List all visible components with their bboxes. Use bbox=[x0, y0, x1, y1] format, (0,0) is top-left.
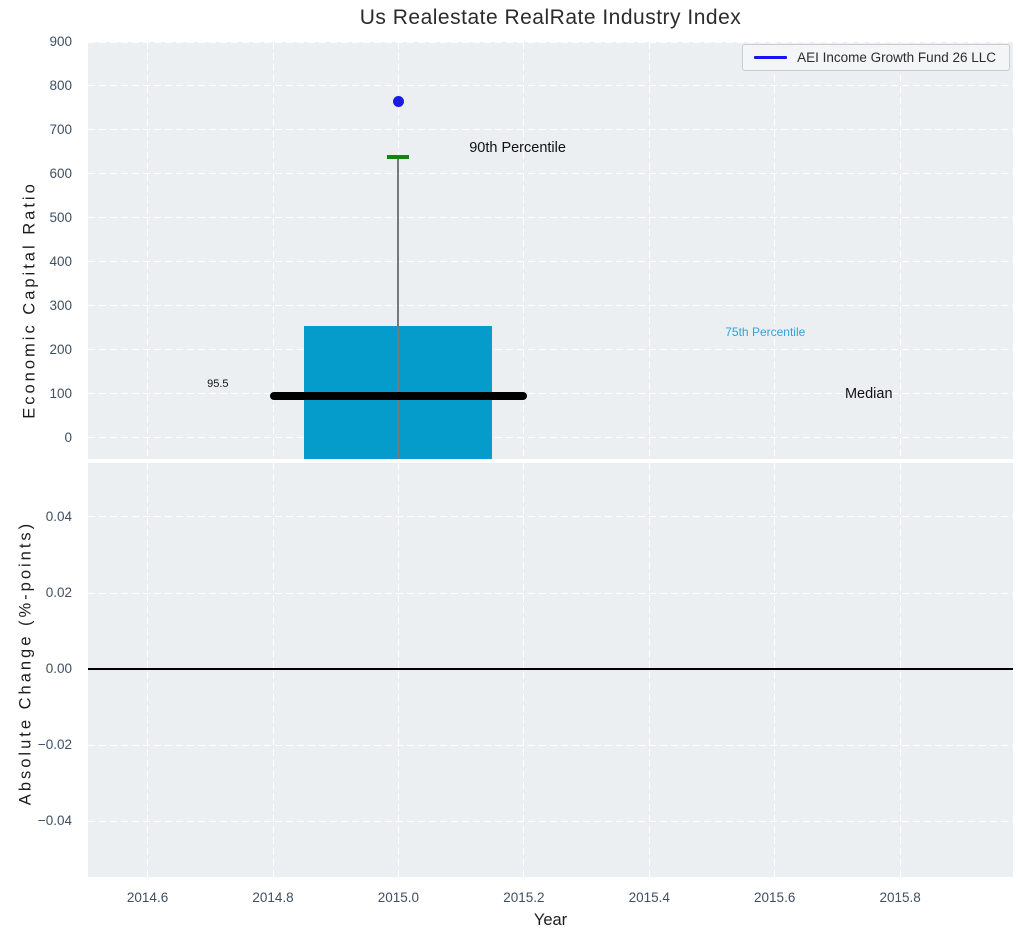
h-gridline bbox=[88, 305, 1013, 307]
annotation: 90th Percentile bbox=[469, 140, 566, 157]
y-tick-label: 900 bbox=[49, 34, 72, 49]
y-tick-label: −0.02 bbox=[37, 737, 72, 753]
x-tick-label: 2015.0 bbox=[377, 890, 420, 905]
annotation: 95.5 bbox=[207, 378, 229, 391]
y-tick-label: 300 bbox=[49, 297, 72, 313]
annotation: 75th Percentile bbox=[725, 324, 806, 339]
y-tick-label: 0.04 bbox=[45, 508, 72, 524]
v-gridline bbox=[899, 42, 901, 459]
y-tick-label: 200 bbox=[49, 341, 72, 357]
v-gridline bbox=[523, 42, 525, 459]
x-tick-label: 2014.6 bbox=[126, 890, 169, 905]
v-gridline bbox=[272, 42, 274, 459]
v-gridline bbox=[774, 42, 776, 459]
whisker-line bbox=[397, 159, 400, 459]
legend-line-sample bbox=[754, 56, 788, 59]
x-tick-label: 2015.8 bbox=[879, 890, 921, 905]
h-gridline bbox=[88, 129, 1013, 131]
y-tick-label: 600 bbox=[49, 165, 72, 181]
y-tick-label: 700 bbox=[49, 121, 72, 137]
x-tick-label: 2014.8 bbox=[252, 890, 294, 905]
h-gridline bbox=[88, 437, 1013, 439]
p90-cap bbox=[387, 155, 410, 160]
bottom-plot-area bbox=[88, 463, 1013, 877]
h-gridline bbox=[88, 85, 1013, 87]
y-tick-label: 0.00 bbox=[45, 661, 72, 677]
h-gridline bbox=[88, 393, 1013, 395]
legend-label: AEI Income Growth Fund 26 LLC bbox=[797, 50, 996, 65]
x-tick-label: 2015.4 bbox=[628, 890, 670, 905]
median-line bbox=[269, 391, 527, 400]
h-gridline bbox=[88, 217, 1013, 219]
top-plot-area: AEI Income Growth Fund 26 LLC 95.5 90th P… bbox=[88, 42, 1013, 459]
h-gridline bbox=[88, 820, 1013, 822]
y-tick-label: 0.02 bbox=[45, 585, 72, 601]
annotation: Median bbox=[844, 386, 893, 403]
y-tick-label: −0.04 bbox=[37, 813, 72, 829]
data-point bbox=[392, 95, 404, 107]
h-gridline bbox=[88, 349, 1013, 351]
h-gridline bbox=[88, 744, 1013, 746]
h-gridline bbox=[88, 592, 1013, 594]
y-tick-label: 500 bbox=[49, 209, 72, 225]
x-tick-label: 2015.6 bbox=[754, 890, 796, 905]
y-tick-label: 100 bbox=[49, 385, 72, 401]
x-axis-label: Year bbox=[533, 911, 568, 929]
h-gridline bbox=[88, 516, 1013, 518]
h-gridline bbox=[88, 173, 1013, 175]
y-tick-label: 400 bbox=[49, 253, 72, 269]
v-gridline bbox=[648, 42, 650, 459]
y-tick-label: 800 bbox=[49, 77, 72, 93]
x-tick-label: 2015.2 bbox=[503, 890, 545, 905]
v-gridline bbox=[147, 42, 149, 459]
zero-line bbox=[88, 668, 1013, 671]
legend: AEI Income Growth Fund 26 LLC bbox=[742, 44, 1010, 71]
y-tick-label: 0 bbox=[64, 429, 72, 445]
h-gridline bbox=[88, 261, 1013, 263]
h-gridline bbox=[88, 42, 1013, 43]
chart-title: Us Realestate RealRate Industry Index bbox=[359, 6, 742, 29]
